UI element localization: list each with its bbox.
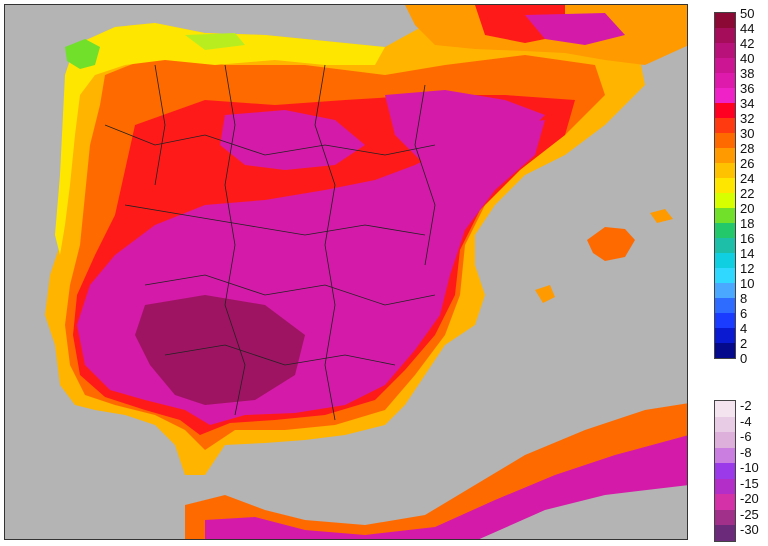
legend-swatch xyxy=(715,73,735,88)
legend-tick-label: -30 xyxy=(740,522,759,537)
legend-swatch xyxy=(715,118,735,133)
legend-swatch xyxy=(715,478,735,494)
legend-swatch xyxy=(715,148,735,163)
legend-swatch xyxy=(715,401,735,417)
legend-tick-label: -20 xyxy=(740,491,759,506)
legend-swatch xyxy=(715,163,735,178)
legend-tick-label: -15 xyxy=(740,475,759,491)
menorca xyxy=(650,209,673,223)
france-magenta xyxy=(525,13,625,45)
legend-tick-label: 10 xyxy=(740,276,755,291)
extreme-zone xyxy=(135,295,305,405)
legend-swatch xyxy=(715,103,735,118)
legend-swatch xyxy=(715,509,735,525)
legend-swatch xyxy=(715,268,735,283)
legend-swatch xyxy=(715,238,735,253)
legend-swatch xyxy=(715,343,735,358)
temperature-map xyxy=(4,4,688,540)
legend-swatch xyxy=(715,13,735,28)
region-borders xyxy=(104,64,436,421)
legend-swatch xyxy=(715,298,735,313)
legend-tick-label: 12 xyxy=(740,261,755,276)
legend-tick-label: 22 xyxy=(740,186,755,201)
legend-tick-label: 34 xyxy=(740,96,755,111)
legend-tick-label: 28 xyxy=(740,141,755,156)
legend-swatch xyxy=(715,313,735,328)
legend-tick-label: 38 xyxy=(740,66,755,81)
legend-tick-label: 32 xyxy=(740,111,755,126)
north-africa-sea-gap xyxy=(479,485,687,539)
legend-swatch xyxy=(715,463,735,479)
mallorca xyxy=(587,227,635,261)
legend-tick-label: 50 xyxy=(740,6,755,21)
legend-tick-label: 14 xyxy=(740,246,755,261)
galicia-fresh xyxy=(65,39,100,69)
legend-swatch xyxy=(715,283,735,298)
legend-tick-label: 44 xyxy=(740,21,755,36)
legend-swatch xyxy=(715,133,735,148)
legend-tick-label: 18 xyxy=(740,216,755,231)
legend-tick-label: 20 xyxy=(740,201,755,216)
legend-swatch xyxy=(715,432,735,448)
legend-tick-label: 26 xyxy=(740,156,755,171)
ibiza xyxy=(535,285,555,303)
legend-swatch xyxy=(715,416,735,432)
legend-tick-label: 2 xyxy=(740,336,748,351)
ebro-magenta-zone xyxy=(385,90,545,175)
legend-swatch xyxy=(715,208,735,223)
legend-swatch xyxy=(715,494,735,510)
legend-tick-label: 24 xyxy=(740,171,755,186)
legend-swatch xyxy=(715,525,735,541)
legend-swatch xyxy=(715,58,735,73)
legend-tick-label: 30 xyxy=(740,126,755,141)
legend-swatch xyxy=(715,447,735,463)
legend-tick-label: -8 xyxy=(740,444,752,460)
legend-swatch xyxy=(715,328,735,343)
legend-tick-label: -25 xyxy=(740,506,759,522)
legend-swatch xyxy=(715,253,735,268)
legend-tick-label: 36 xyxy=(740,81,755,96)
upper-magenta-zone xyxy=(220,110,365,170)
legend-tick-label: 4 xyxy=(740,321,748,336)
legend-tick-label: 42 xyxy=(740,36,755,51)
legend-tick-label: -2 xyxy=(740,398,752,413)
legend-lower-scale xyxy=(714,400,736,542)
legend-tick-label: 40 xyxy=(740,51,755,66)
legend-tick-label: -6 xyxy=(740,429,752,444)
cantabria-fresh xyxy=(185,33,245,50)
legend-swatch xyxy=(715,88,735,103)
legend-tick-label: 16 xyxy=(740,231,755,246)
legend-swatch xyxy=(715,43,735,58)
legend-upper-scale xyxy=(714,12,736,359)
legend-tick-label: -10 xyxy=(740,460,759,475)
legend-swatch xyxy=(715,193,735,208)
legend-tick-label: 8 xyxy=(740,291,748,306)
legend-tick-label: -4 xyxy=(740,413,752,429)
legend-swatch xyxy=(715,178,735,193)
legend-swatch xyxy=(715,28,735,43)
legend-tick-label: 6 xyxy=(740,306,748,321)
legend-swatch xyxy=(715,223,735,238)
legend-tick-label: 0 xyxy=(740,351,748,366)
